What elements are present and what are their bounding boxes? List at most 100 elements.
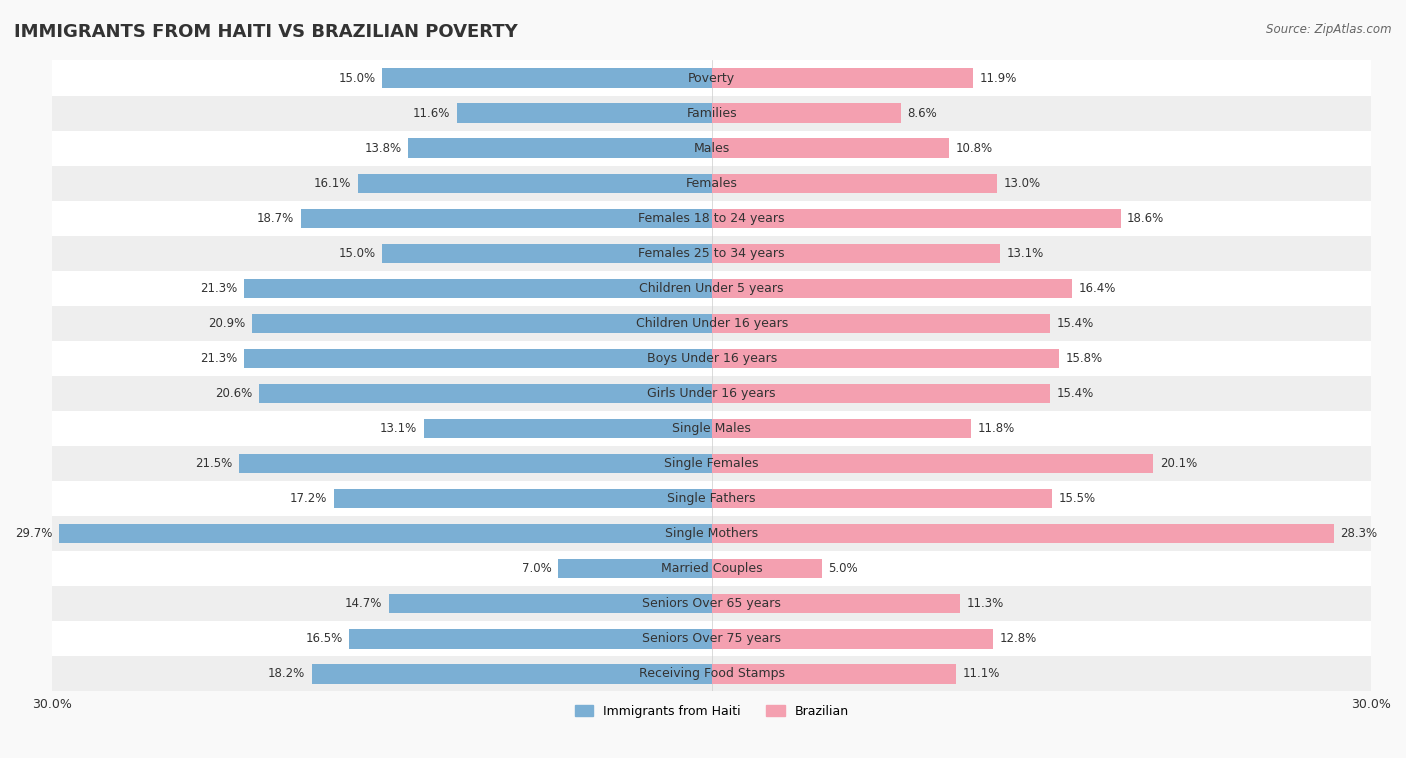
Bar [423,419,711,438]
Text: Children Under 5 years: Children Under 5 years [640,282,785,295]
Bar [711,243,1000,263]
Text: 21.3%: 21.3% [200,282,238,295]
Text: Receiving Food Stamps: Receiving Food Stamps [638,668,785,681]
Bar [333,489,711,509]
Bar [52,446,1371,481]
Text: 15.5%: 15.5% [1059,492,1097,505]
Text: 11.1%: 11.1% [962,668,1000,681]
Text: 16.4%: 16.4% [1078,282,1116,295]
Text: Boys Under 16 years: Boys Under 16 years [647,352,778,365]
Bar [711,314,1050,333]
Bar [711,103,901,123]
Bar [457,103,711,123]
Bar [52,341,1371,376]
Bar [312,664,711,684]
Bar [52,61,1371,96]
Text: 13.0%: 13.0% [1004,177,1042,190]
Bar [52,236,1371,271]
Text: 11.3%: 11.3% [967,597,1004,610]
Bar [52,201,1371,236]
Bar [243,349,711,368]
Text: 8.6%: 8.6% [907,107,936,120]
Bar [711,454,1153,473]
Text: Poverty: Poverty [688,71,735,84]
Bar [711,559,821,578]
Text: 11.9%: 11.9% [980,71,1017,84]
Text: Single Fathers: Single Fathers [668,492,756,505]
Text: Females 25 to 34 years: Females 25 to 34 years [638,247,785,260]
Text: Single Males: Single Males [672,422,751,435]
Text: 20.6%: 20.6% [215,387,252,400]
Text: 10.8%: 10.8% [956,142,993,155]
Bar [711,489,1052,509]
Bar [52,411,1371,446]
Bar [259,384,711,403]
Text: 14.7%: 14.7% [344,597,382,610]
Text: 13.1%: 13.1% [380,422,418,435]
Bar [52,306,1371,341]
Bar [711,524,1334,543]
Text: 18.2%: 18.2% [269,668,305,681]
Bar [388,594,711,613]
Bar [301,208,711,228]
Text: IMMIGRANTS FROM HAITI VS BRAZILIAN POVERTY: IMMIGRANTS FROM HAITI VS BRAZILIAN POVER… [14,23,517,41]
Bar [52,516,1371,551]
Text: 15.0%: 15.0% [339,71,375,84]
Text: 17.2%: 17.2% [290,492,328,505]
Bar [252,314,711,333]
Bar [359,174,711,193]
Text: 7.0%: 7.0% [522,562,551,575]
Bar [52,166,1371,201]
Bar [382,243,711,263]
Text: 20.9%: 20.9% [208,317,246,330]
Bar [52,551,1371,587]
Text: 11.8%: 11.8% [977,422,1015,435]
Bar [711,594,960,613]
Text: 20.1%: 20.1% [1160,457,1198,470]
Text: 21.5%: 21.5% [195,457,232,470]
Bar [52,587,1371,622]
Text: Males: Males [693,142,730,155]
Text: 13.1%: 13.1% [1007,247,1043,260]
Bar [711,664,956,684]
Text: Females: Females [686,177,738,190]
Legend: Immigrants from Haiti, Brazilian: Immigrants from Haiti, Brazilian [569,700,853,723]
Bar [711,629,993,649]
Text: 15.4%: 15.4% [1057,387,1094,400]
Bar [711,139,949,158]
Bar [711,68,973,88]
Text: Families: Families [686,107,737,120]
Text: Single Mothers: Single Mothers [665,528,758,540]
Text: Source: ZipAtlas.com: Source: ZipAtlas.com [1267,23,1392,36]
Text: 28.3%: 28.3% [1340,528,1378,540]
Bar [711,208,1121,228]
Text: Married Couples: Married Couples [661,562,762,575]
Bar [408,139,711,158]
Bar [52,481,1371,516]
Bar [711,419,972,438]
Text: 12.8%: 12.8% [1000,632,1036,645]
Bar [52,130,1371,166]
Text: 16.1%: 16.1% [314,177,352,190]
Text: 18.7%: 18.7% [257,211,294,224]
Text: 5.0%: 5.0% [828,562,858,575]
Text: Single Females: Single Females [665,457,759,470]
Bar [52,656,1371,691]
Text: 18.6%: 18.6% [1128,211,1164,224]
Bar [711,349,1059,368]
Text: 11.6%: 11.6% [413,107,450,120]
Text: Girls Under 16 years: Girls Under 16 years [648,387,776,400]
Text: 16.5%: 16.5% [305,632,343,645]
Bar [52,271,1371,306]
Bar [711,174,997,193]
Text: 15.4%: 15.4% [1057,317,1094,330]
Bar [382,68,711,88]
Bar [59,524,711,543]
Bar [558,559,711,578]
Text: Children Under 16 years: Children Under 16 years [636,317,787,330]
Bar [52,376,1371,411]
Text: Seniors Over 65 years: Seniors Over 65 years [643,597,782,610]
Text: 15.8%: 15.8% [1066,352,1102,365]
Text: 13.8%: 13.8% [364,142,402,155]
Bar [711,384,1050,403]
